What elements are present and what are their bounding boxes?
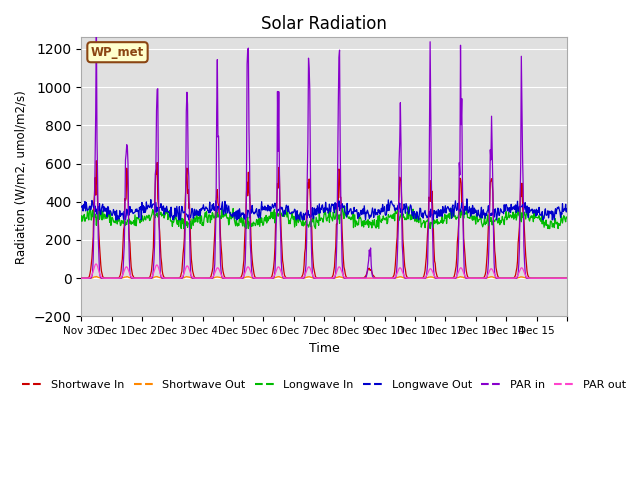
X-axis label: Time: Time [308, 342, 339, 355]
Y-axis label: Radiation (W/m2, umol/m2/s): Radiation (W/m2, umol/m2/s) [15, 90, 28, 264]
Text: WP_met: WP_met [91, 46, 144, 59]
Title: Solar Radiation: Solar Radiation [261, 15, 387, 33]
Legend: Shortwave In, Shortwave Out, Longwave In, Longwave Out, PAR in, PAR out: Shortwave In, Shortwave Out, Longwave In… [18, 376, 630, 395]
